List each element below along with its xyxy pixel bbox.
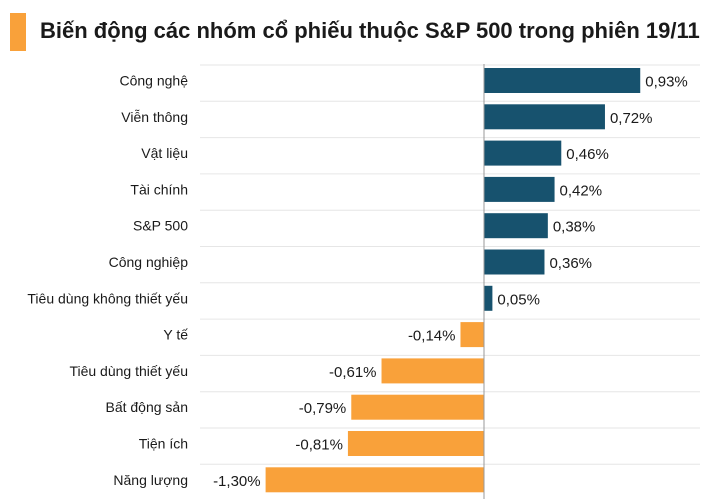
category-label-8: Tiêu dùng thiết yếu [69,363,188,379]
value-label-9: -0,79% [299,400,347,417]
bar-11 [265,467,484,493]
value-label-1: 0,72% [610,110,653,127]
bar-0 [484,68,641,93]
value-label-3: 0,42% [560,182,603,199]
value-label-2: 0,46% [566,146,609,163]
bar-10 [347,431,484,456]
bar-7 [460,322,484,348]
bar-4 [484,213,548,239]
value-label-8: -0,61% [329,364,377,381]
category-label-1: Viễn thông [121,109,188,125]
bar-1 [484,104,605,130]
chart-title: Biến động các nhóm cổ phiếu thuộc S&P 50… [40,18,700,43]
category-label-9: Bất động sản [105,399,188,415]
bar-2 [484,140,562,166]
value-label-5: 0,36% [549,255,592,272]
value-label-10: -0,81% [295,437,343,454]
value-label-4: 0,38% [553,219,596,236]
chart-header: Biến động các nhóm cổ phiếu thuộc S&P 50… [0,0,710,62]
value-label-7: -0,14% [408,328,456,345]
category-label-0: Công nghệ [119,73,188,89]
value-label-6: 0,05% [497,291,540,308]
category-label-11: Năng lượng [113,472,188,488]
bar-3 [484,176,555,202]
bar-8 [381,358,484,384]
category-label-4: S&P 500 [133,218,188,234]
bar-5 [484,249,545,275]
category-label-7: Y tế [163,327,188,343]
category-label-3: Tài chính [130,181,188,197]
category-label-10: Tiện ích [139,436,188,452]
category-label-6: Tiêu dùng không thiết yếu [27,290,188,306]
bar-6 [484,285,493,311]
value-label-0: 0,93% [645,74,688,91]
title-accent-bar [10,13,26,51]
category-label-2: Vật liệu [141,145,188,161]
bar-9 [351,394,484,420]
category-label-5: Công nghiệp [109,254,189,270]
value-label-11: -1,30% [213,473,261,490]
